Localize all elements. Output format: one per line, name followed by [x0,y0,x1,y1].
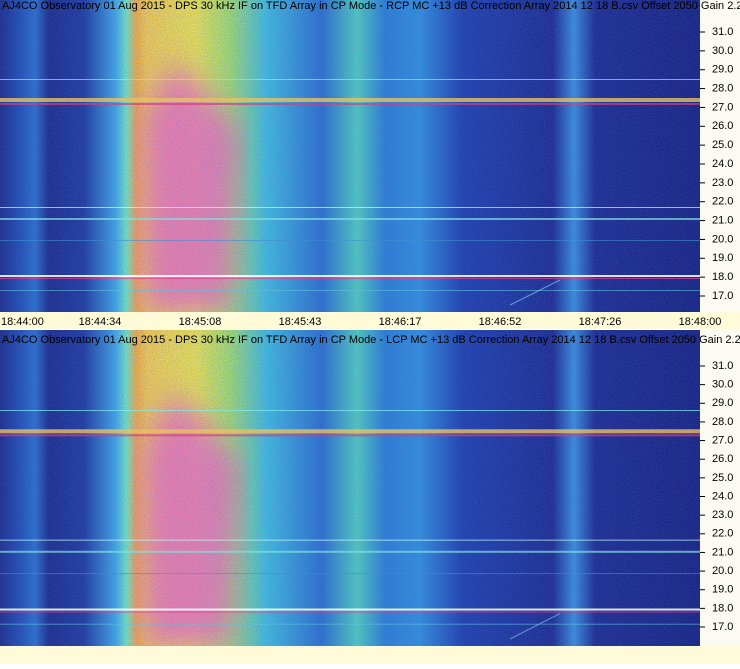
time-labels: 18:44:00 18:44:34 18:45:08 18:45:43 18:46:17… [1,316,721,328]
lcp-spectrogram [0,330,700,646]
freq-label: 19.0 [712,252,733,264]
panel-title: AJ4CO Observatory 01 Aug 2015 - DPS 30 k… [2,334,740,346]
time-label: 18:44:00 [1,316,44,328]
freq-axis [700,0,740,312]
freq-label: 20.0 [712,565,733,577]
rcp-panel: AJ4CO Observatory 01 Aug 2015 - DPS 30 k… [0,0,740,312]
freq-label: 19.0 [712,584,733,596]
freq-label: 22.0 [712,196,733,208]
lcp-panel: AJ4CO Observatory 01 Aug 2015 - DPS 30 k… [0,330,740,646]
freq-labels: 31.0 30.0 29.0 28.0 27.0 26.0 25.0 24.0 23.0 22.0… [700,360,733,633]
freq-label: 26.0 [712,453,733,465]
time-axis-empty [0,646,740,664]
freq-axis [700,330,740,646]
freq-label: 30.0 [712,379,733,391]
freq-label: 30.0 [712,45,733,57]
freq-label: 24.0 [712,158,733,170]
freq-label: 17.0 [712,621,733,633]
freq-label: 23.0 [712,509,733,521]
freq-label: 18.0 [712,602,733,614]
freq-label: 20.0 [712,233,733,245]
freq-label: 17.0 [712,290,733,302]
freq-label: 26.0 [712,120,733,132]
freq-label: 28.0 [712,82,733,94]
freq-label: 21.0 [712,214,733,226]
freq-label: 18.0 [712,271,733,283]
time-label: 18:44:34 [79,316,122,328]
freq-label: 22.0 [712,528,733,540]
time-label: 18:46:17 [379,316,422,328]
freq-label: 31.0 [712,360,733,372]
freq-labels: 31.0 30.0 29.0 28.0 27.0 26.0 25.0 24.0 23.0 22.0… [700,26,733,302]
freq-label: 29.0 [712,397,733,409]
freq-label: 25.0 [712,139,733,151]
freq-label: 29.0 [712,64,733,76]
freq-label: 31.0 [712,26,733,38]
time-label: 18:47:26 [579,316,622,328]
freq-label: 27.0 [712,101,733,113]
panel-title: AJ4CO Observatory 01 Aug 2015 - DPS 30 k… [2,0,740,12]
freq-label: 27.0 [712,434,733,446]
time-label: 18:45:43 [279,316,322,328]
time-label: 18:45:08 [179,316,222,328]
freq-label: 23.0 [712,177,733,189]
freq-label: 28.0 [712,416,733,428]
time-axis [0,312,740,329]
rcp-spectrogram [0,0,700,312]
time-label: 18:46:52 [479,316,522,328]
time-label: 18:48:00 [679,316,722,328]
freq-label: 24.0 [712,490,733,502]
freq-label: 21.0 [712,546,733,558]
freq-label: 25.0 [712,472,733,484]
